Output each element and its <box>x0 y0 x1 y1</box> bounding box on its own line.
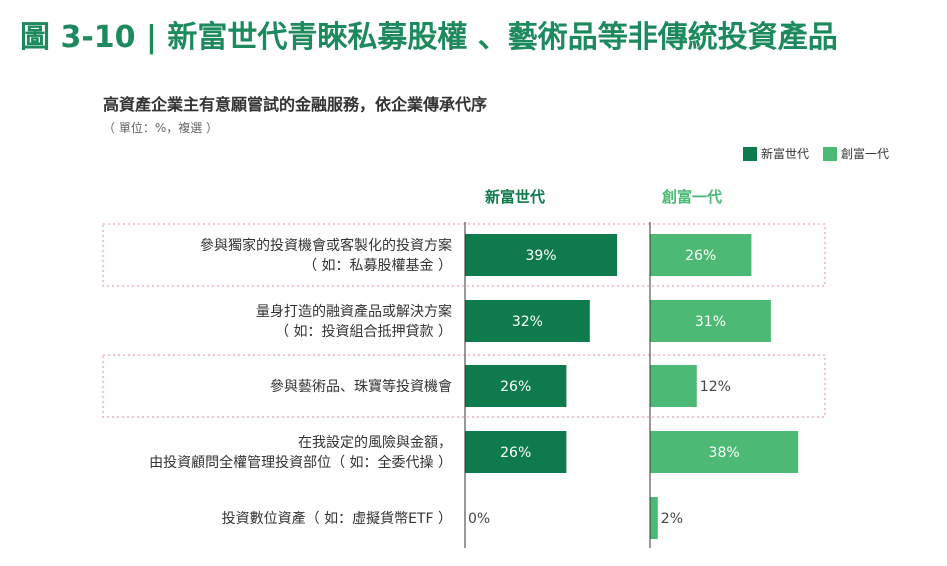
bar-1-2 <box>650 365 697 407</box>
bar-1-3 <box>650 431 799 473</box>
data-label-1-4: 2% <box>661 511 683 527</box>
highlight-box-row-2 <box>102 354 826 418</box>
data-label-0-2: 26% <box>500 379 531 395</box>
data-label-0-4: 0% <box>468 511 490 527</box>
bar-0-3 <box>465 431 567 473</box>
chart-title: 高資產企業主有意願嘗試的金融服務，依企業傳承代序 <box>103 95 488 114</box>
bar-1-4 <box>650 497 658 539</box>
legend-label-founder: 創富一代 <box>841 147 890 161</box>
legend-item-founder: 創富一代 <box>823 145 889 162</box>
category-label-0-0: 參與獨家的投資機會或客製化的投資方案 <box>200 237 452 254</box>
category-label-1-1: （ 如：投資組合抵押貸款 ） <box>275 324 452 340</box>
data-label-1-3: 38% <box>709 445 740 461</box>
bar-0-0 <box>465 234 618 276</box>
data-label-0-3: 26% <box>500 445 531 461</box>
data-label-1-2: 12% <box>700 379 731 395</box>
category-label-2-0: 參與藝術品、珠寶等投資機會 <box>270 378 452 395</box>
chart-legend: 新富世代 創富一代 <box>743 145 903 162</box>
category-label-0-1: （ 如：私募股權基金 ） <box>303 257 452 274</box>
series-header-0: 新富世代 <box>485 188 545 206</box>
category-label-4-0: 投資數位資產（ 如：虛擬貨幣ETF ） <box>222 510 452 527</box>
page-title: 圖 3-10 | 新富世代青睞私募股權 、藝術品等非傳統投資產品 <box>20 20 838 55</box>
legend-swatch-new-wealth <box>743 146 757 161</box>
series-header-1: 創富一代 <box>661 188 722 206</box>
highlight-box-row-0 <box>102 223 826 287</box>
category-label-3-0: 在我設定的風險與金額， <box>298 435 452 451</box>
category-label-3-1: 由投資顧問全權管理投資部位（ 如：全委代操 ） <box>149 454 452 471</box>
bar-1-0 <box>650 234 752 276</box>
data-label-1-0: 26% <box>685 248 716 264</box>
category-label-1-0: 量身打造的融資產品或解決方案 <box>256 303 452 320</box>
legend-item-new-wealth: 新富世代 <box>743 145 809 162</box>
bar-0-2 <box>465 365 567 407</box>
bar-0-1 <box>465 300 590 342</box>
chart-unit-note: （ 單位：%，複選 ） <box>103 121 219 135</box>
legend-label-new-wealth: 新富世代 <box>761 147 810 161</box>
data-label-1-1: 31% <box>695 314 726 330</box>
legend-swatch-founder <box>823 146 838 161</box>
bar-1-1 <box>650 300 771 342</box>
data-label-0-0: 39% <box>525 248 556 264</box>
data-label-0-1: 32% <box>512 314 543 330</box>
